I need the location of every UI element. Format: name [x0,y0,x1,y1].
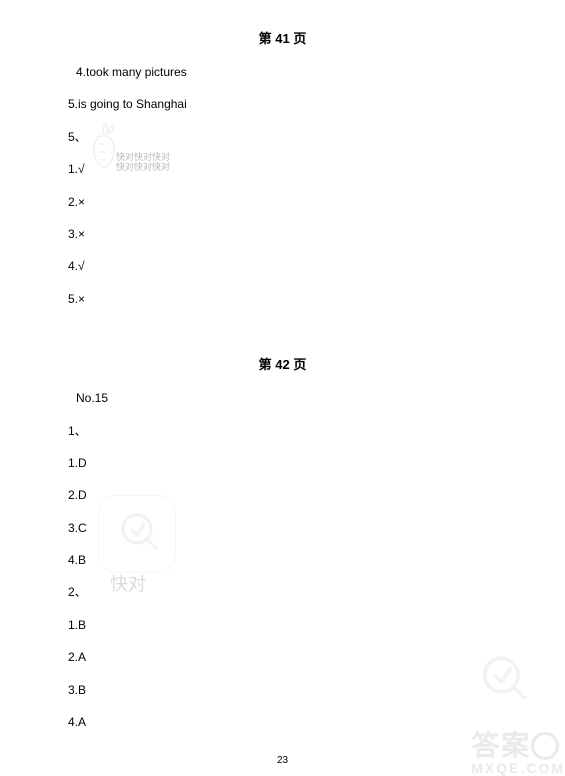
page-41-content: 4.took many pictures 5.is going to Shang… [0,65,565,306]
answer-line: 3.C [68,521,497,535]
answer-line: 4.took many pictures [68,65,497,79]
answer-line: 1.√ [68,162,497,176]
answer-line: No.15 [68,391,497,405]
answer-line: 1、 [68,424,497,438]
answer-line: 4.B [68,553,497,567]
answer-line: 5.× [68,292,497,306]
page-number: 23 [0,755,565,766]
answer-line: 5.is going to Shanghai [68,97,497,111]
watermark-bottom: 答案 MXQE.COM [471,724,565,776]
answer-line: 2、 [68,585,497,599]
answer-line: 2.× [68,195,497,209]
page-41-header: 第 41 页 [0,0,565,65]
answer-line: 2.A [68,650,497,664]
page-42-content: No.15 1、 1.D 2.D 3.C 4.B 2、 1.B 2.A 3.B … [0,391,565,729]
answer-line: 3.B [68,683,497,697]
answer-line: 1.D [68,456,497,470]
answer-line: 5、 [68,130,497,144]
answer-line: 1.B [68,618,497,632]
answer-line: 3.× [68,227,497,241]
page-42-header: 第 42 页 [0,324,565,391]
answer-line: 4.√ [68,259,497,273]
answer-line: 4.A [68,715,497,729]
answer-line: 2.D [68,488,497,502]
